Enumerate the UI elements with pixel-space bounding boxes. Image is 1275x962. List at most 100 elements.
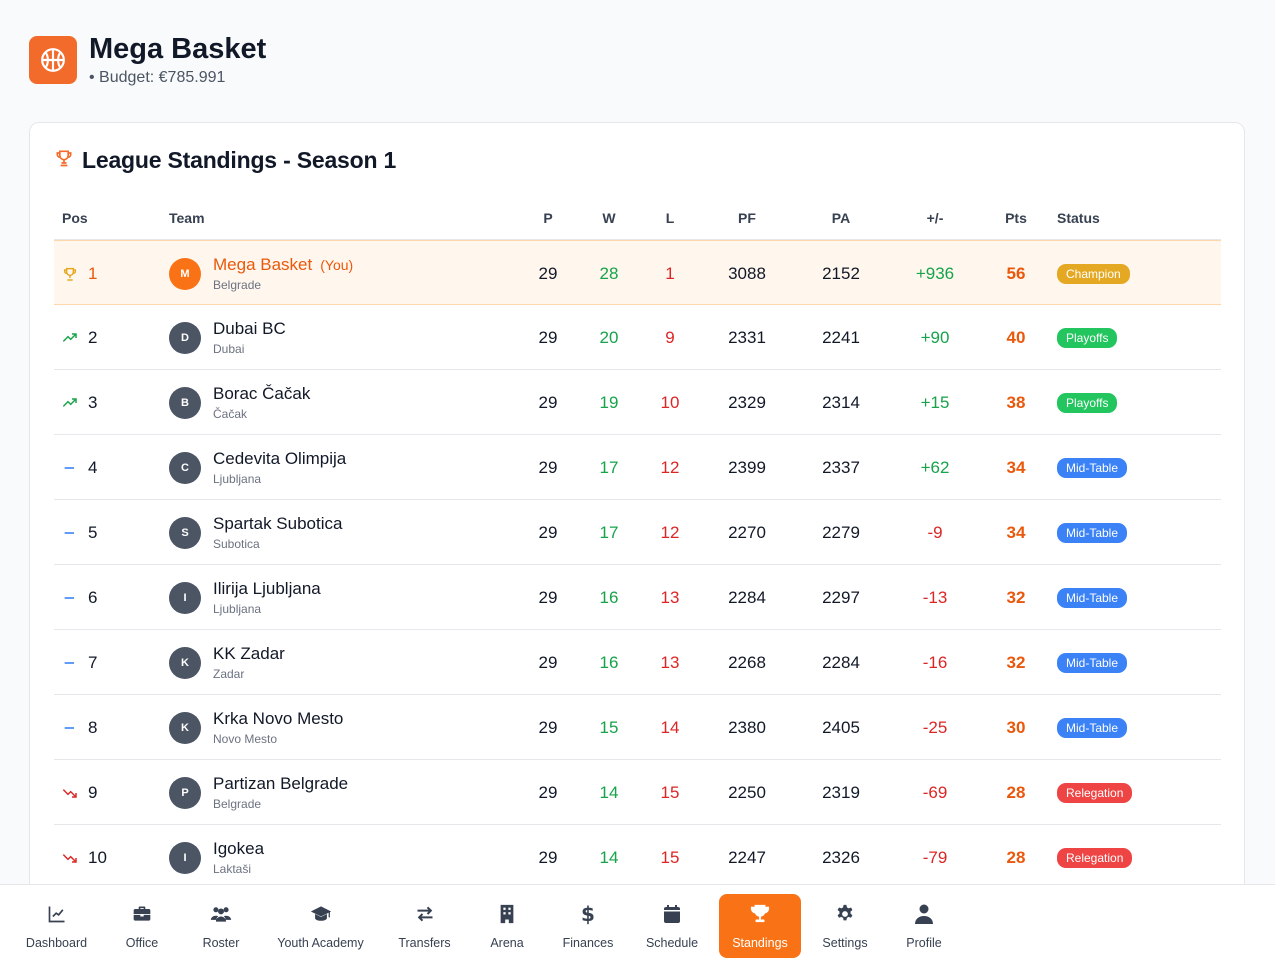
team-name[interactable]: Mega Basket [213, 255, 313, 274]
team-city: Belgrade [213, 278, 262, 292]
point-diff-cell: -79 [922, 847, 948, 867]
col-team[interactable]: Team [169, 210, 205, 226]
points-cell: 38 [1006, 392, 1026, 412]
team-cell[interactable]: C Cedevita Olimpija Ljubljana [169, 435, 346, 500]
team-name[interactable]: KK Zadar [213, 644, 285, 663]
team-name[interactable]: Cedevita Olimpija [213, 449, 347, 468]
table-row[interactable]: 4 C Cedevita Olimpija Ljubljana 29 17 12… [54, 435, 1221, 500]
table-row[interactable]: 7 K KK Zadar Zadar 29 16 13 2268 2284 -1… [54, 630, 1221, 695]
trophy-icon [54, 148, 74, 173]
table-row[interactable]: 6 I Ilirija Ljubljana Ljubljana 29 16 13… [54, 565, 1221, 630]
nav-schedule[interactable]: Schedule [635, 894, 709, 958]
team-name[interactable]: Dubai BC [213, 319, 286, 338]
col-status[interactable]: Status [1057, 210, 1100, 226]
col-p[interactable]: P [543, 210, 553, 226]
building-icon [496, 903, 518, 925]
briefcase-icon [131, 903, 153, 925]
avatar: D [169, 321, 201, 354]
avatar: C [169, 451, 201, 484]
table-row[interactable]: 3 B Borac Čačak Čačak 29 19 10 2329 2314… [54, 370, 1221, 435]
team-cell[interactable]: S Spartak Subotica Subotica [169, 500, 342, 565]
nav-label: Settings [822, 936, 868, 950]
col-l[interactable]: L [665, 210, 675, 226]
losses-cell: 12 [660, 522, 680, 542]
avatar: P [169, 776, 201, 809]
points-cell: 28 [1006, 847, 1026, 867]
team-name[interactable]: Igokea [213, 839, 265, 858]
team-cell[interactable]: K Krka Novo Mesto Novo Mesto [169, 695, 343, 760]
points-for-cell: 2399 [728, 457, 766, 477]
avatar: B [169, 386, 201, 419]
team-cell[interactable]: B Borac Čačak Čačak [169, 370, 310, 435]
col-diff[interactable]: +/- [926, 210, 944, 226]
exchange-arrows-icon [414, 903, 436, 925]
status-cell: Playoffs [1057, 370, 1118, 435]
table-row[interactable]: 9 P Partizan Belgrade Belgrade 29 14 15 … [54, 760, 1221, 825]
played-cell: 29 [538, 457, 558, 477]
col-pts[interactable]: Pts [1005, 210, 1027, 226]
team-cell[interactable]: K KK Zadar Zadar [169, 630, 285, 695]
avatar: M [169, 257, 201, 290]
team-name[interactable]: Spartak Subotica [213, 514, 343, 533]
trend-up-icon [62, 330, 78, 346]
team-name[interactable]: Ilirija Ljubljana [213, 579, 321, 598]
trophy-icon [749, 903, 771, 925]
nav-label: Office [125, 936, 159, 950]
team-cell[interactable]: M Mega Basket (You) Belgrade [169, 241, 353, 306]
nav-dashboard[interactable]: Dashboard [20, 894, 93, 958]
status-badge: Playoffs [1057, 327, 1118, 348]
avatar: K [169, 646, 201, 679]
gear-icon [834, 903, 856, 925]
position-cell: 7 [62, 630, 97, 695]
points-for-cell: 2268 [728, 652, 766, 672]
point-diff-cell: +90 [920, 327, 950, 347]
team-cell[interactable]: P Partizan Belgrade Belgrade [169, 760, 348, 825]
table-row[interactable]: 8 K Krka Novo Mesto Novo Mesto 29 15 14 … [54, 695, 1221, 760]
status-cell: Mid-Table [1057, 565, 1128, 630]
losses-cell: 14 [660, 717, 680, 737]
team-cell[interactable]: I Igokea Laktaši [169, 825, 264, 890]
points-against-cell: 2284 [822, 652, 860, 672]
played-cell: 29 [538, 717, 558, 737]
nav-label: Finances [562, 936, 614, 950]
col-pos[interactable]: Pos [62, 210, 88, 226]
position-number: 8 [88, 717, 98, 737]
col-pf[interactable]: PF [738, 210, 756, 226]
status-badge: Playoffs [1057, 392, 1118, 413]
nav-arena[interactable]: Arena [478, 894, 536, 958]
nav-profile[interactable]: Profile [892, 894, 956, 958]
points-against-cell: 2337 [822, 457, 860, 477]
nav-office[interactable]: Office [109, 894, 175, 958]
team-name[interactable]: Krka Novo Mesto [213, 709, 344, 728]
nav-finances[interactable]: $ Finances [557, 894, 619, 958]
table-row[interactable]: 5 S Spartak Subotica Subotica 29 17 12 2… [54, 500, 1221, 565]
team-name[interactable]: Partizan Belgrade [213, 774, 349, 793]
nav-label: Youth Academy [277, 936, 364, 950]
wins-cell: 19 [599, 392, 619, 412]
col-pa[interactable]: PA [831, 210, 851, 226]
played-cell: 29 [538, 847, 558, 867]
team-city: Zadar [213, 667, 245, 681]
table-row[interactable]: 1 M Mega Basket (You) Belgrade 29 28 1 30… [54, 240, 1221, 305]
status-badge: Mid-Table [1057, 652, 1128, 673]
nav-roster[interactable]: Roster [187, 894, 255, 958]
nav-settings[interactable]: Settings [809, 894, 881, 958]
table-row[interactable]: 10 I Igokea Laktaši 29 14 15 2247 2326 -… [54, 825, 1221, 890]
nav-youth-academy[interactable]: Youth Academy [265, 894, 376, 958]
wins-cell: 17 [599, 522, 619, 542]
nav-standings[interactable]: Standings [719, 894, 801, 958]
wins-cell: 20 [599, 327, 619, 347]
nav-transfers[interactable]: Transfers [389, 894, 460, 958]
team-cell[interactable]: D Dubai BC Dubai [169, 305, 286, 370]
points-for-cell: 2270 [728, 522, 766, 542]
team-city: Belgrade [213, 797, 262, 811]
table-row[interactable]: 2 D Dubai BC Dubai 29 20 9 2331 2241 +90… [54, 305, 1221, 370]
wins-cell: 16 [599, 587, 619, 607]
team-name[interactable]: Borac Čačak [213, 384, 311, 403]
team-cell[interactable]: I Ilirija Ljubljana Ljubljana [169, 565, 321, 630]
trend-same-icon [62, 655, 78, 671]
col-w[interactable]: W [602, 210, 616, 226]
points-against-cell: 2241 [822, 327, 860, 347]
position-number: 3 [88, 392, 98, 412]
played-cell: 29 [538, 263, 558, 283]
